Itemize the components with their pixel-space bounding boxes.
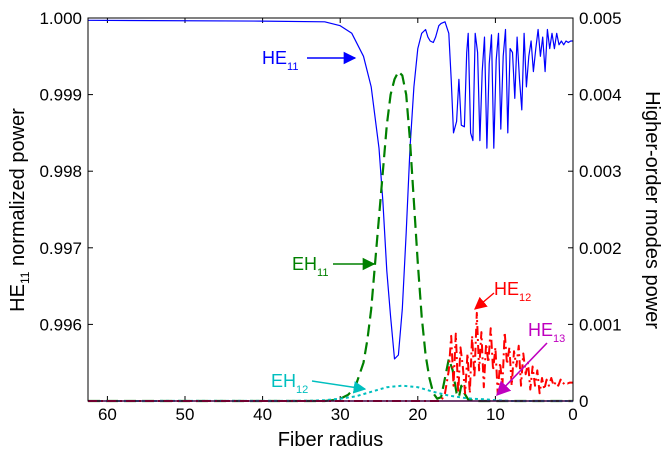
annotation-he12-arrow <box>474 292 495 310</box>
ticks-layer: 60 50 40 30 20 10 0 1.000 0.999 0.998 0.997 0.996 0 0… <box>39 9 621 424</box>
annotation-he11-label: HE11 <box>262 48 298 73</box>
annotation-eh11: EH11 <box>292 254 376 279</box>
x-tick-label: 40 <box>253 405 272 424</box>
annotation-he11: HE11 <box>262 48 357 73</box>
plot-frame <box>87 17 574 402</box>
x-axis-label: Fiber radius <box>278 429 384 451</box>
annotation-he13: HE13 <box>496 320 565 397</box>
x-tick-label: 50 <box>176 405 195 424</box>
series-he11-line <box>87 19 573 360</box>
right-y-tick-label: 0 <box>579 392 588 411</box>
right-y-tick-label: 0.005 <box>579 9 622 28</box>
x-tick-label: 20 <box>408 405 427 424</box>
annotation-he13-label: HE13 <box>528 320 565 345</box>
right-y-tick-label: 0.001 <box>579 315 622 334</box>
right-y-tick-label: 0.002 <box>579 239 622 258</box>
x-tick-label: 0 <box>568 405 577 424</box>
series-eh11-line <box>88 70 573 403</box>
left-y-tick-label: 0.997 <box>39 239 82 258</box>
annotation-he12-label: HE12 <box>494 279 531 304</box>
left-y-tick-label: 1.000 <box>39 9 82 28</box>
left-y-tick-label: 0.996 <box>39 315 82 334</box>
series-he12-line <box>88 311 573 402</box>
annotation-eh12-label: EH12 <box>271 371 308 396</box>
right-y-axis-label: Higher-order modes power <box>641 91 663 329</box>
plot-area <box>88 18 573 401</box>
left-y-tick-label: 0.999 <box>39 86 82 105</box>
x-tick-label: 60 <box>98 405 117 424</box>
annotation-eh12: EH12 <box>271 371 367 396</box>
annotation-he12: HE12 <box>474 279 531 310</box>
right-y-tick-label: 0.004 <box>579 86 622 105</box>
annotation-he13-arrow <box>496 342 548 397</box>
x-tick-label: 30 <box>331 405 350 424</box>
left-y-tick-label: 0.998 <box>39 162 82 181</box>
left-y-axis-label: HE11 normalized power <box>7 108 32 312</box>
x-tick-label: 10 <box>486 405 505 424</box>
annotation-eh12-arrow <box>311 380 367 394</box>
annotation-eh11-label: EH11 <box>292 254 328 279</box>
right-y-tick-label: 0.003 <box>579 162 622 181</box>
